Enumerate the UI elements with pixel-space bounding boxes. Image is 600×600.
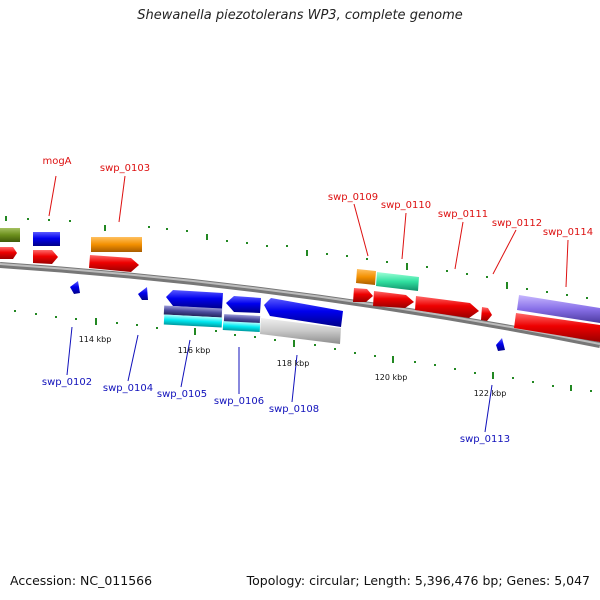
label-swp-0105: swp_0105 [157,389,207,400]
gene-swp-0103[interactable] [91,237,142,252]
label-swp-0111: swp_0111 [438,209,488,220]
reverse-leader-lines [66,326,493,433]
label-swp-0110: swp_0110 [381,200,431,211]
label-swp-0108: swp_0108 [269,404,319,415]
label-swp-0104: swp_0104 [103,383,153,394]
gene-forward-red-0111[interactable] [415,296,479,318]
gene-swp-0105-navy[interactable] [163,305,223,318]
label-swp-0114: swp_0114 [543,227,593,238]
label-swp-0106: swp_0106 [214,396,264,407]
forward-leader-lines [48,175,569,288]
gene-swp-0108-grey[interactable] [260,318,341,344]
gene-forward-red-0114[interactable] [514,313,600,342]
inner-tick-row [14,310,592,392]
gene-forward-red-0109[interactable] [353,288,373,302]
gene-mogA[interactable] [33,232,60,246]
gene-swp-0110[interactable] [376,272,419,291]
outer-tick-row [5,216,588,299]
scale-label-116: 116 kbp [178,346,211,355]
gene-reverse-small-2[interactable] [138,287,148,300]
gene-swp-0106-navy[interactable] [223,314,261,324]
gene-reverse-small-1[interactable] [70,281,80,294]
scale-label-118: 118 kbp [277,359,310,368]
footer-topology: Topology: circular; Length: 5,396,476 bp… [246,573,590,588]
gene-forward-green[interactable] [0,228,20,242]
gene-forward-red-edge[interactable] [0,247,17,259]
label-swp-0103: swp_0103 [100,163,150,174]
label-swp-0109: swp_0109 [328,192,378,203]
label-swp-0102: swp_0102 [42,377,92,388]
gene-swp-0113[interactable] [496,338,505,351]
scale-label-114: 114 kbp [79,335,112,344]
label-mogA: mogA [42,156,71,167]
label-swp-0113: swp_0113 [460,434,510,445]
gene-swp-0106-cyan[interactable] [222,321,261,332]
page-title: Shewanella piezotolerans WP3, complete g… [137,8,463,23]
gene-swp-0105-blue[interactable] [166,290,223,309]
gene-forward-red-mogA[interactable] [33,250,58,264]
gene-swp-0105-cyan[interactable] [163,314,223,328]
gene-swp-0106-blue[interactable] [226,296,261,313]
gene-forward-red-0112[interactable] [481,307,492,321]
scale-label-122: 122 kbp [474,389,507,398]
gene-forward-red-0110[interactable] [373,291,414,308]
scale-label-120: 120 kbp [375,373,408,382]
gene-forward-red-0103[interactable] [89,255,139,272]
label-swp-0112: swp_0112 [492,218,542,229]
footer-accession: Accession: NC_011566 [10,573,153,588]
gene-swp-0114[interactable] [517,295,600,323]
gene-swp-0109[interactable] [356,269,376,285]
gene-swp-0108-blue[interactable] [264,298,343,327]
